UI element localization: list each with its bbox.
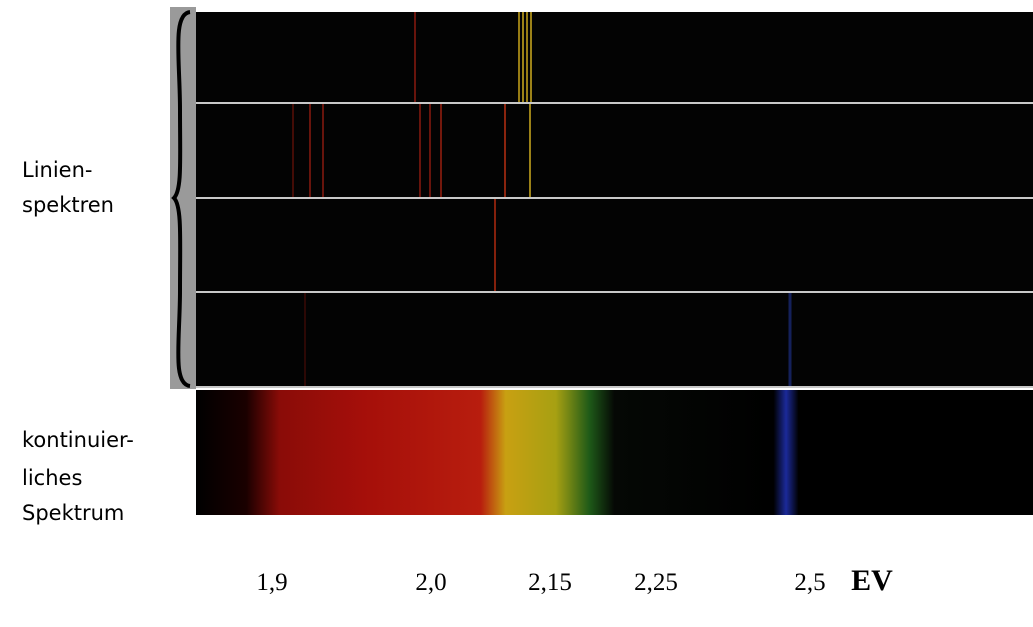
tick-label: 2,15 [528, 569, 572, 596]
tick-label: 1,9 [256, 569, 287, 596]
energy-axis: 1,9 2,0 2,15 2,25 2,5 EV [256, 564, 893, 597]
labels: Linien- spektren kontinuier- liches Spek… [22, 158, 134, 525]
label: Linien- [22, 158, 93, 182]
label: Spektrum [22, 501, 124, 525]
label: kontinuier- [22, 428, 134, 452]
label: liches [22, 466, 82, 490]
line-spectra-panel [196, 12, 1033, 388]
tick-label: 2,25 [634, 569, 678, 596]
unit-label: EV [851, 564, 893, 597]
tick-label: 2,5 [794, 569, 825, 596]
label: spektren [22, 193, 114, 217]
tick-label: 2,0 [415, 569, 446, 596]
continuous-spectrum [196, 390, 1033, 515]
spectra-figure: Linien- spektren kontinuier- liches Spek… [0, 0, 1033, 627]
